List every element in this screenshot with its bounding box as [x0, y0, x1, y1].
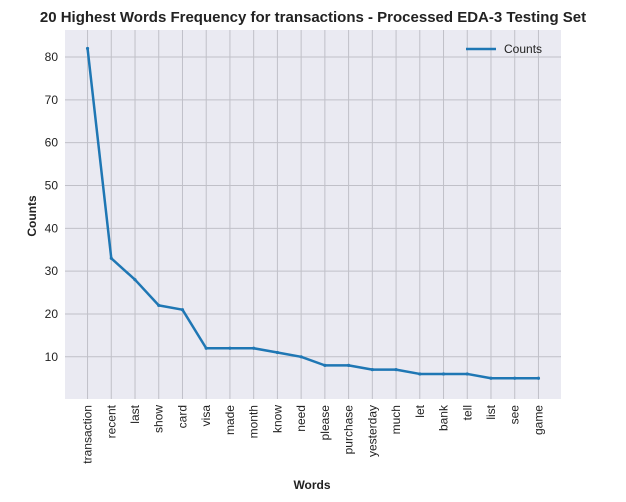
x-tick-label-visa: visa: [199, 405, 213, 427]
data-point-much: [394, 368, 398, 372]
data-point-recent: [109, 256, 113, 260]
data-point-transaction: [85, 46, 90, 51]
data-points: [85, 46, 541, 380]
y-tick-label-10: 10: [45, 350, 59, 364]
x-tick-label-show: show: [152, 405, 166, 433]
y-axis-ticks: 10 20 30 40 50 60 70 80: [45, 50, 59, 364]
y-axis-label: Counts: [25, 195, 39, 237]
y-tick-label-20: 20: [45, 307, 59, 321]
y-tick-label-30: 30: [45, 264, 59, 278]
x-tick-label-list: list: [484, 404, 498, 419]
legend: Counts: [466, 42, 542, 56]
x-tick-label-know: know: [270, 405, 284, 433]
x-tick-label-game: game: [531, 405, 545, 435]
chart-title: 20 Highest Words Frequency for transacti…: [40, 9, 586, 26]
x-tick-label-tell: tell: [460, 405, 474, 420]
data-point-month: [252, 346, 256, 350]
y-tick-label-60: 60: [45, 136, 59, 150]
y-tick-label-40: 40: [45, 221, 59, 235]
data-point-please: [323, 363, 327, 367]
x-tick-label-recent: recent: [104, 404, 118, 438]
x-tick-label-month: month: [247, 405, 261, 438]
data-point-bank: [441, 372, 446, 376]
x-tick-label-see: see: [508, 405, 522, 425]
y-gridlines: [65, 56, 561, 358]
x-tick-label-transaction: transaction: [81, 405, 95, 464]
data-point-purchase: [346, 363, 351, 367]
data-point-let: [418, 372, 422, 376]
x-tick-label-much: much: [389, 405, 403, 434]
data-point-last: [133, 278, 137, 282]
y-tick-label-50: 50: [45, 178, 59, 192]
data-point-tell: [465, 372, 469, 376]
data-point-know: [275, 350, 280, 355]
y-tick-label-80: 80: [45, 50, 59, 64]
data-point-see: [513, 376, 517, 380]
x-tick-label-card: card: [175, 405, 189, 428]
data-point-made: [228, 346, 232, 350]
plot-area: [65, 30, 561, 399]
x-tick-label-let: let: [413, 404, 427, 417]
data-point-visa: [204, 346, 208, 350]
x-tick-label-bank: bank: [437, 404, 451, 431]
data-point-game: [536, 376, 541, 380]
data-point-list: [489, 376, 493, 380]
x-tick-label-please: please: [318, 405, 332, 441]
x-axis-label: Words: [293, 478, 330, 492]
x-tick-label-purchase: purchase: [342, 405, 356, 455]
data-point-card: [180, 308, 185, 312]
x-tick-label-yesterday: yesterday: [365, 405, 379, 457]
x-gridlines: [87, 30, 539, 399]
data-point-show: [157, 303, 161, 308]
x-tick-label-last: last: [128, 404, 142, 423]
legend-label-counts: Counts: [504, 42, 542, 56]
y-tick-label-70: 70: [45, 93, 59, 107]
x-axis-ticks: transaction recent last show card visa made mon…: [81, 404, 546, 464]
x-tick-label-made: made: [223, 405, 237, 435]
data-point-yesterday: [370, 368, 374, 372]
series-line-counts: [86, 48, 539, 380]
data-point-need: [299, 355, 303, 359]
x-tick-label-need: need: [294, 405, 308, 432]
